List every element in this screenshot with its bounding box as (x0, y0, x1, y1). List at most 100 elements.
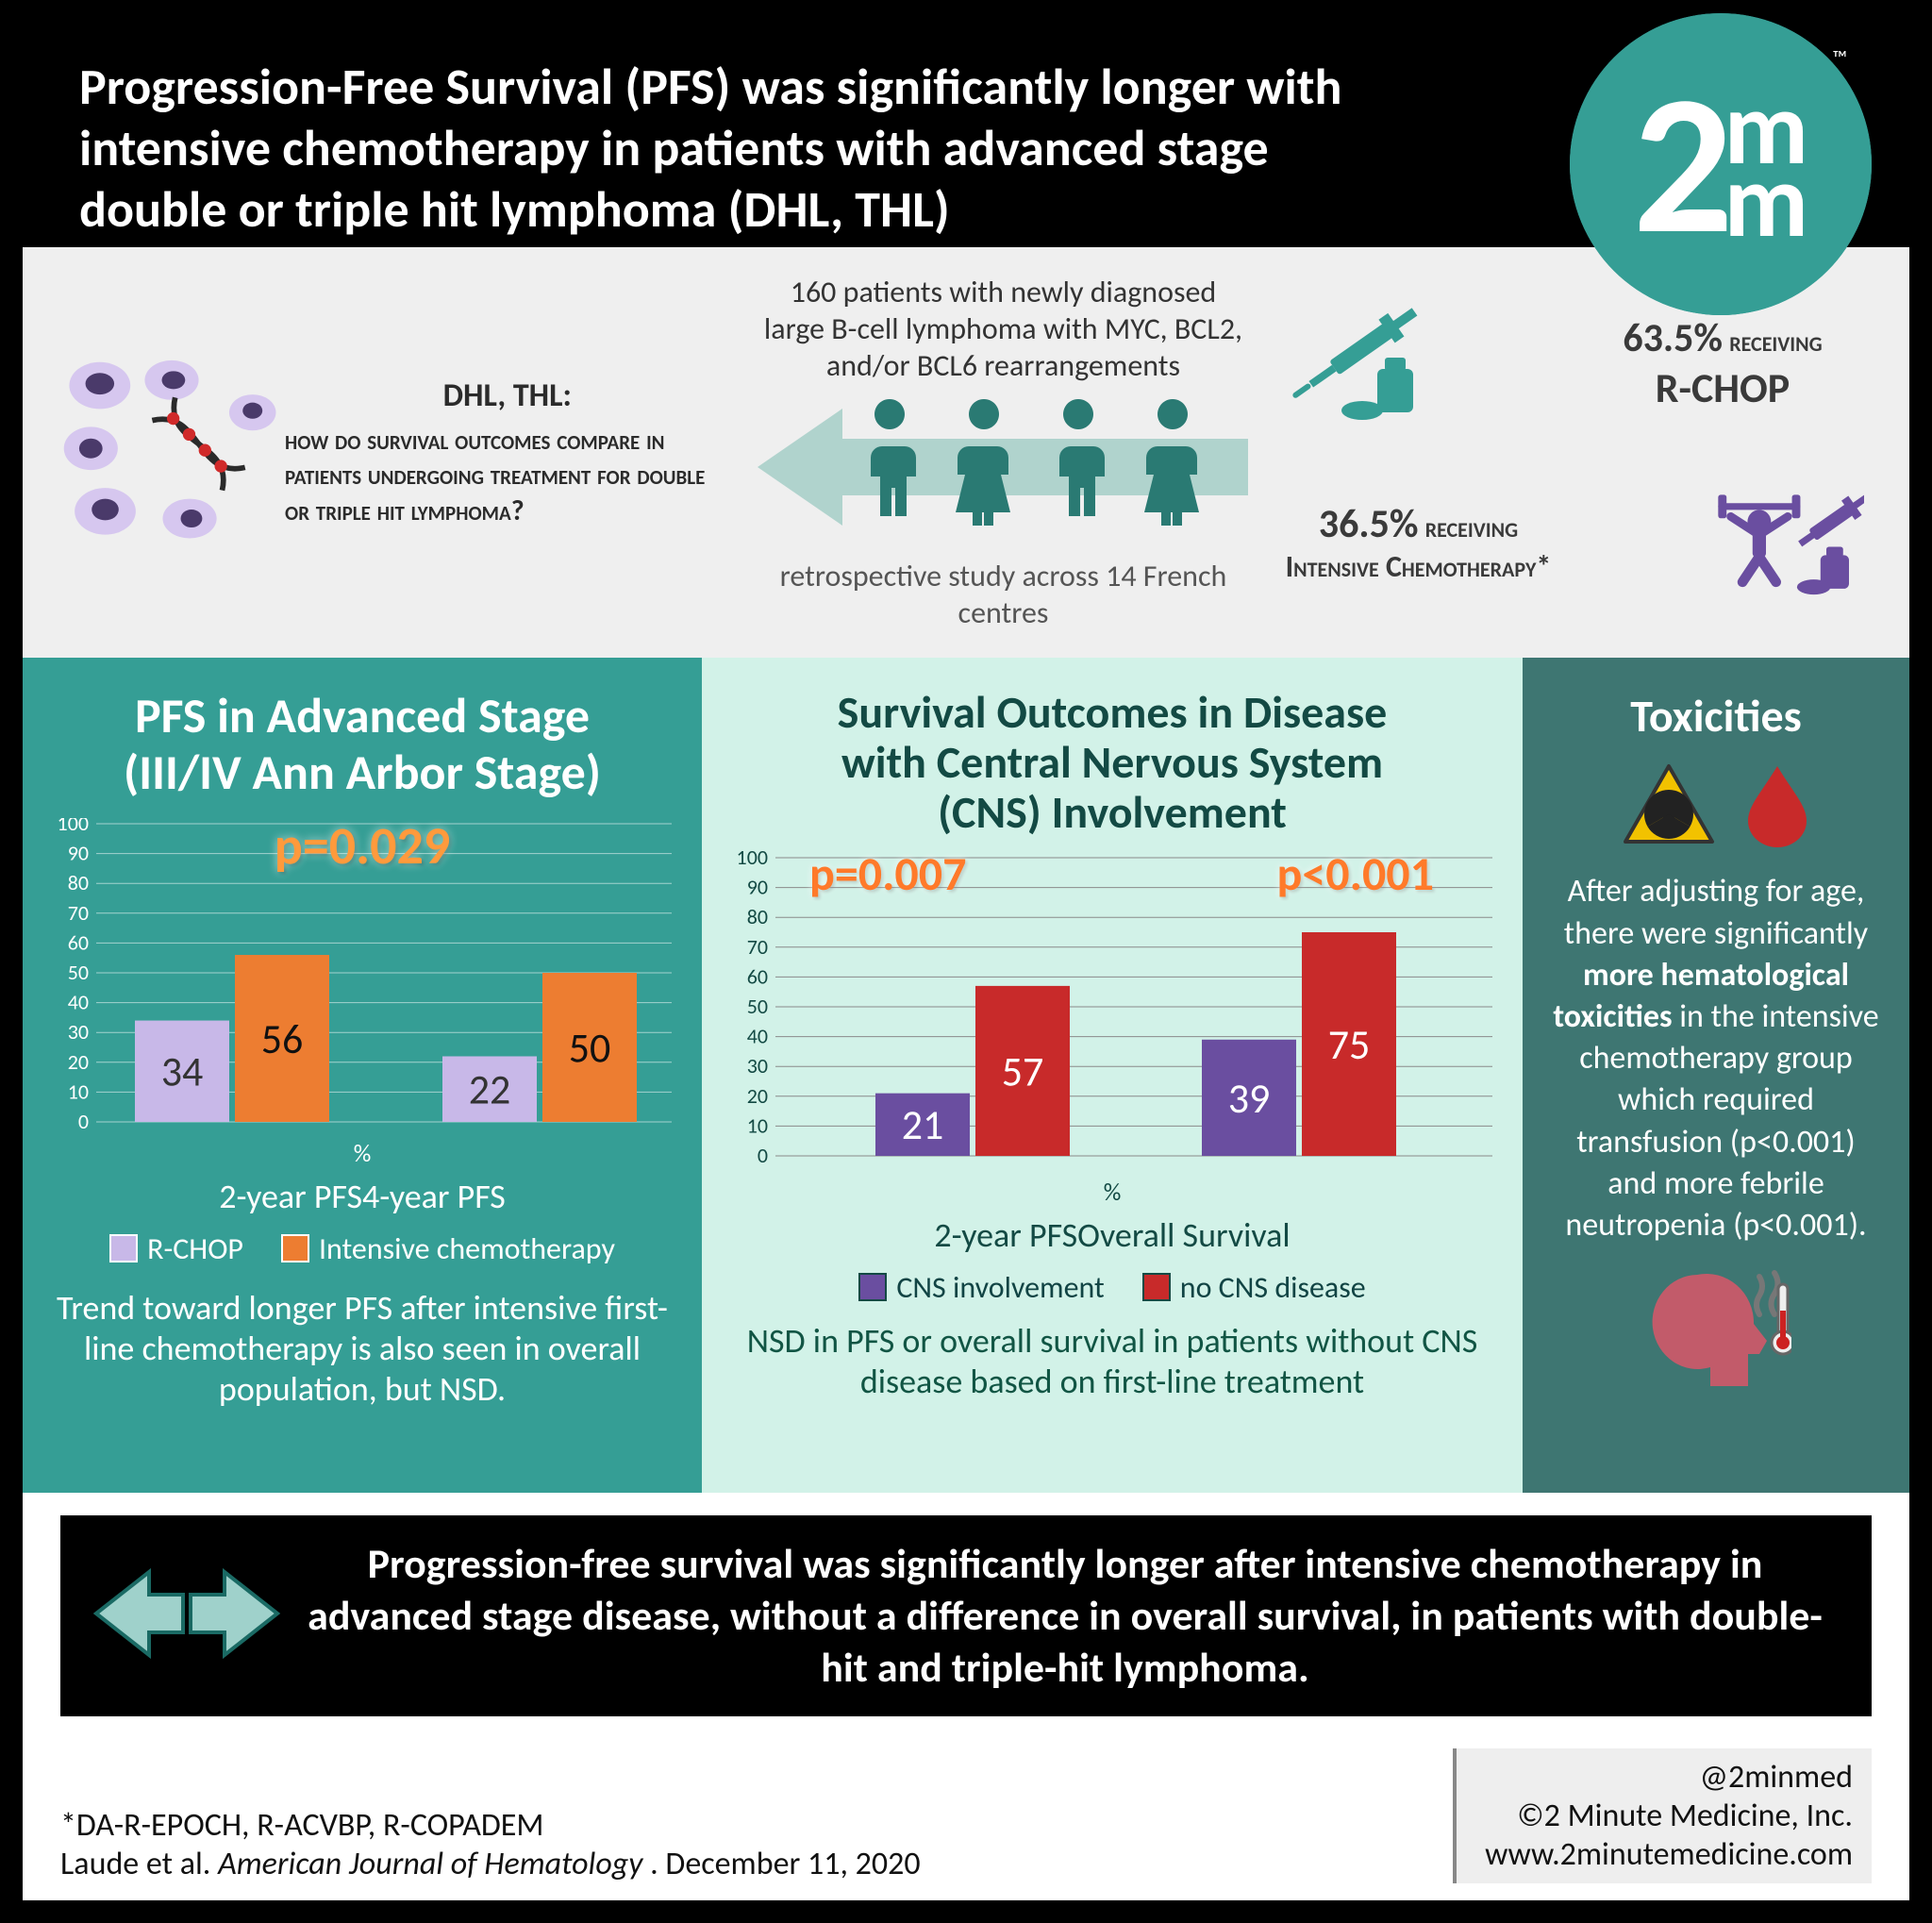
panel2-x-labels: 2-year PFS Overall Survival (934, 1214, 1290, 1256)
svg-text:0: 0 (758, 1143, 768, 1168)
conclusion-arrows-icon (92, 1557, 291, 1675)
panel2-pvalue-a: p=0.007 (809, 845, 966, 903)
legend-nocns-label: no CNS disease (1180, 1269, 1366, 1306)
panel-cns-outcomes: Survival Outcomes in Disease with Centra… (702, 658, 1523, 1493)
panel1-title-l2: (III/IV Ann Arbor Stage) (124, 742, 601, 802)
footer: *DA-R-EPOCH, R-ACVBP, R-COPADEM Laude et… (23, 1739, 1909, 1900)
svg-text:90: 90 (68, 841, 89, 866)
svg-text:21: 21 (902, 1099, 944, 1150)
rchop-pct: 63.5% (1623, 314, 1723, 362)
panel2-title-l2: with Central Nervous System (841, 734, 1383, 790)
headline-line3: double or triple hit lymphoma (DHL, THL) (79, 178, 950, 241)
footnote: *DA-R-EPOCH, R-ACVBP, R-COPADEM (60, 1806, 921, 1845)
svg-text:100: 100 (58, 818, 89, 836)
panel3-title: Toxicities (1630, 688, 1802, 744)
svg-text:56: 56 (261, 1013, 304, 1064)
svg-text:0: 0 (78, 1109, 89, 1129)
panel2-cat2: Overall Survival (1077, 1214, 1290, 1256)
weightlift-syringe-icon (1713, 481, 1864, 604)
panel2-title-l3: (CNS) Involvement (938, 784, 1287, 840)
panel2-y-unit: % (1104, 1177, 1122, 1207)
dhl-label: DHL, THL: (285, 376, 729, 417)
svg-text:60: 60 (747, 963, 768, 989)
takeaway-wrap: Progression-free survival was significan… (23, 1493, 1909, 1739)
takeaway-bar: Progression-free survival was significan… (60, 1515, 1872, 1716)
rchop-name: R-CHOP (1656, 362, 1790, 413)
context-arms: 63.5% receiving R-CHOP 36.5% receiving I… (1276, 274, 1874, 631)
legend-rchop: R-CHOP (109, 1230, 243, 1267)
legend-cns: CNS involvement (858, 1269, 1104, 1306)
panel2-legend: CNS involvement no CNS disease (858, 1269, 1365, 1306)
panel2-title: Survival Outcomes in Disease with Centra… (838, 688, 1388, 837)
panel-toxicities: Toxicities (1523, 658, 1909, 1493)
panel-pfs-advanced: PFS in Advanced Stage (III/IV Ann Arbor … (23, 658, 702, 1493)
fever-head-icon (1641, 1269, 1791, 1396)
panel2-caption: NSD in PFS or overall survival in patien… (728, 1321, 1496, 1402)
citation: Laude et al. American Journal of Hematol… (60, 1845, 921, 1883)
intensive-name: Intensive Chemotherapy* (1286, 548, 1552, 585)
legend-intensive-label: Intensive chemotherapy (319, 1230, 615, 1267)
legend-rchop-label: R-CHOP (147, 1230, 243, 1267)
copyright: ©2 Minute Medicine, Inc. (1485, 1797, 1853, 1835)
legend-nocns: no CNS disease (1142, 1269, 1366, 1306)
context-study: 160 patients with newly diagnosed large … (729, 274, 1276, 631)
cells-dna-icon (58, 359, 285, 547)
svg-text:30: 30 (747, 1053, 768, 1079)
main-panels: PFS in Advanced Stage (III/IV Ann Arbor … (23, 658, 1909, 1493)
panel1-cat2: 4-year PFS (362, 1176, 506, 1217)
panel1-x-labels: 2-year PFS 4-year PFS (219, 1176, 506, 1217)
blood-drop-icon (1744, 762, 1810, 852)
svg-text:50: 50 (569, 1022, 611, 1073)
social-handle: @2minmed (1485, 1758, 1853, 1797)
svg-text:90: 90 (747, 874, 768, 899)
svg-text:22: 22 (469, 1064, 511, 1115)
citation-journal: American Journal of Hematology (218, 1845, 642, 1883)
citation-author: Laude et al. (60, 1845, 218, 1883)
logo-m2: m (1724, 164, 1807, 237)
svg-text:70: 70 (747, 934, 768, 960)
svg-text:40: 40 (747, 1023, 768, 1048)
intensive-receiving: receiving (1425, 509, 1518, 545)
svg-text:34: 34 (161, 1046, 204, 1097)
infographic-page: Progression-Free Survival (PFS) was sign… (0, 0, 1932, 1923)
syringe-vial-icon (1276, 302, 1427, 425)
citation-date: . December 11, 2020 (650, 1845, 920, 1883)
svg-text:70: 70 (68, 900, 89, 926)
radiation-icon (1622, 762, 1716, 852)
study-design: retrospective study across 14 French cen… (758, 558, 1248, 631)
svg-text:57: 57 (1002, 1045, 1044, 1096)
footer-right: @2minmed ©2 Minute Medicine, Inc. www.2m… (1453, 1748, 1872, 1883)
panel1-title-l1: PFS in Advanced Stage (135, 685, 590, 745)
panel1-chart-area: p=0.029 010203040506070809010034562250 (49, 818, 675, 1134)
svg-text:60: 60 (68, 929, 89, 955)
svg-text:20: 20 (747, 1083, 768, 1109)
header: Progression-Free Survival (PFS) was sign… (23, 23, 1909, 247)
svg-text:20: 20 (68, 1049, 89, 1075)
legend-intensive: Intensive chemotherapy (281, 1230, 615, 1267)
panel2-chart-area: p=0.007 p<0.001 0 10 20 30 40 50 60 70 80 90 100 21… (728, 847, 1496, 1173)
svg-text:40: 40 (68, 990, 89, 1015)
study-question: how do survival outcomes compare in pati… (285, 423, 729, 529)
arm-rchop: 63.5% receiving R-CHOP (1581, 314, 1864, 413)
panel2-cat1: 2-year PFS (934, 1214, 1077, 1256)
logo-tm: ™ (1832, 45, 1847, 71)
brand-url: www.2minutemedicine.com (1485, 1835, 1853, 1874)
logo-mm: m m (1724, 92, 1807, 237)
headline: Progression-Free Survival (PFS) was sign… (79, 57, 1513, 240)
svg-text:50: 50 (68, 960, 89, 985)
panel2-pvalue-b: p<0.001 (1277, 845, 1434, 903)
arm-intensive: 36.5% receiving Intensive Chemotherapy* (1276, 500, 1559, 585)
logo-2: 2 (1633, 65, 1733, 263)
panel1-legend: R-CHOP Intensive chemotherapy (109, 1230, 615, 1267)
svg-text:80: 80 (68, 870, 89, 895)
logo-2mm: 2 m m ™ (1570, 13, 1872, 315)
svg-text:100: 100 (737, 847, 768, 870)
svg-text:50: 50 (747, 994, 768, 1019)
footer-left: *DA-R-EPOCH, R-ACVBP, R-COPADEM Laude et… (60, 1806, 921, 1883)
context-row: DHL, THL: how do survival outcomes compa… (23, 247, 1909, 658)
panel1-cat1: 2-year PFS (219, 1176, 362, 1217)
panel1-caption: Trend toward longer PFS after intensive … (49, 1288, 675, 1411)
svg-text:10: 10 (747, 1112, 768, 1138)
toxicity-text: After adjusting for age, there were sign… (1549, 871, 1883, 1246)
svg-text:80: 80 (747, 904, 768, 929)
